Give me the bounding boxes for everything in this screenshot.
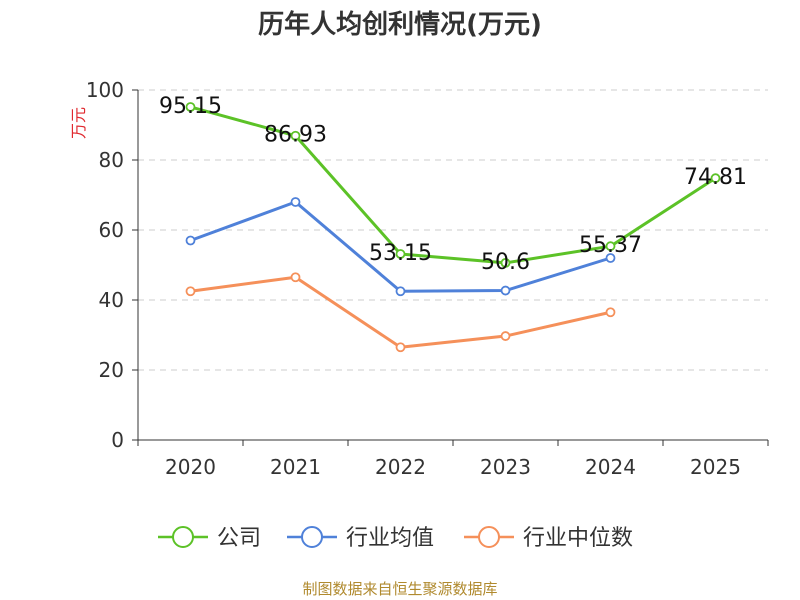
legend-label: 行业中位数: [523, 526, 633, 551]
legend-label: 公司: [217, 526, 261, 551]
data-point: [500, 257, 511, 268]
data-label: 53.15: [369, 241, 432, 266]
chart-title: 历年人均创利情况(万元): [258, 10, 542, 40]
x-tick-label: 2021: [270, 455, 321, 479]
data-point: [605, 307, 616, 318]
y-tick-label: 60: [99, 218, 124, 242]
x-tick-label: 2023: [480, 455, 531, 479]
data-point: [605, 253, 616, 263]
y-tick-label: 20: [99, 358, 124, 382]
data-point: [395, 249, 406, 259]
y-axis-label: 万元: [69, 107, 88, 139]
y-tick-label: 80: [99, 148, 124, 172]
data-label: 74.81: [684, 165, 747, 190]
data-point: [395, 286, 406, 297]
x-tick-label: 2022: [375, 455, 426, 479]
x-tick-label: 2024: [585, 455, 636, 479]
series-line-0: [190, 105, 717, 265]
data-point: [395, 342, 406, 353]
data-point: [290, 130, 301, 141]
gridlines: [138, 89, 768, 371]
data-label: 50.6: [481, 250, 530, 275]
data-point: [710, 173, 721, 184]
data-point: [185, 286, 196, 297]
data-label: 86.93: [264, 123, 327, 148]
legend-marker: [478, 526, 500, 548]
data-point: [185, 102, 196, 112]
legend-label: 行业均值: [346, 526, 434, 551]
source-note: 制图数据来自恒生聚源数据库: [302, 580, 498, 598]
data-point: [500, 331, 511, 341]
y-tick-label: 0: [111, 428, 124, 452]
y-tick-label: 100: [86, 78, 124, 102]
data-point: [290, 272, 301, 283]
axes: 0 20 40 60 80 100 2020 2021 2022 2023 2024 2025 万元: [69, 78, 769, 479]
legend: 公司 行业均值 行业中位数: [158, 526, 633, 551]
data-label: 55.37: [579, 233, 642, 258]
data-label: 95.15: [159, 94, 222, 119]
legend-marker: [301, 526, 323, 548]
data-labels: 95.15 86.93 53.15 50.6 55.37 74.81: [159, 94, 747, 275]
legend-marker: [172, 526, 194, 548]
data-point: [605, 241, 616, 252]
series-lines: [185, 102, 721, 353]
x-tick-label: 2020: [165, 455, 216, 479]
data-point: [290, 197, 301, 207]
x-tick-label: 2025: [690, 455, 741, 479]
data-point: [185, 235, 196, 246]
data-point: [500, 285, 511, 296]
y-tick-label: 40: [99, 288, 124, 312]
